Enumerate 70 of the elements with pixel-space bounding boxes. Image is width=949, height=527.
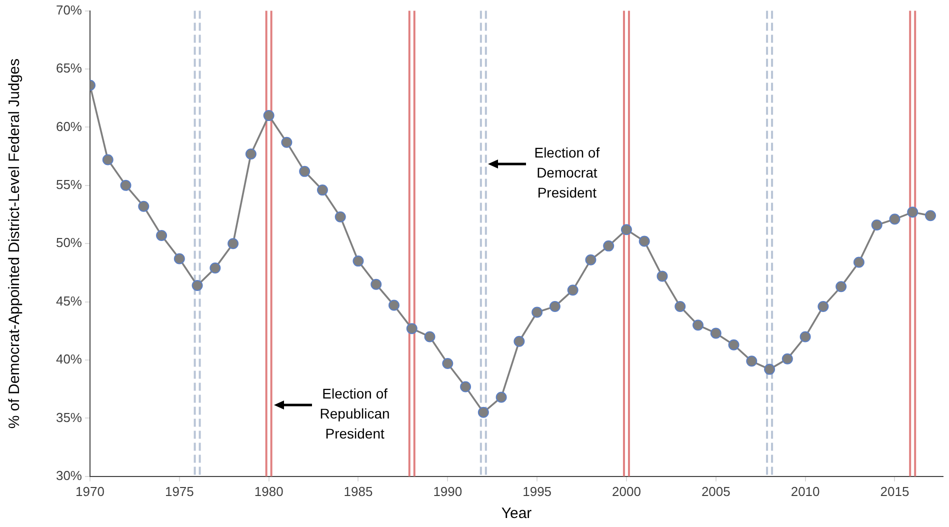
point [585,254,596,266]
point [316,184,328,196]
y-tick-label: 40% [56,352,82,367]
x-tick-label: 2010 [790,484,820,499]
x-tick-label: 1990 [433,484,462,499]
point [156,230,168,241]
point [102,154,114,166]
point [728,339,740,350]
point [334,211,346,222]
x-axis-title: Year [501,505,532,522]
annotation: Election of Republican President [320,385,390,442]
y-tick-label: 55% [56,176,82,192]
point [478,406,489,418]
y-tick-label: 65% [56,60,82,76]
point [210,262,221,274]
y-tick-label: 50% [56,235,82,250]
point [281,136,292,148]
y-tick-label: 35% [56,410,82,425]
x-tick-label: 1985 [344,484,373,499]
x-tick-label: 2015 [880,484,910,499]
x-tick-label: 2005 [701,484,730,499]
point [800,331,811,342]
x-tick-label: 1975 [164,484,194,499]
y-tick-label: 60% [56,118,82,134]
point [370,278,382,290]
point [514,336,525,347]
point [388,300,400,311]
point [406,323,418,334]
point [352,256,364,267]
x-tick-label: 1970 [76,484,104,499]
point [263,110,274,122]
point [424,331,436,342]
point [782,353,793,364]
point [603,240,614,252]
point [442,358,454,369]
point [871,219,882,230]
point [746,356,758,367]
y-tick-label: 70% [56,2,82,18]
x-tick-label: 1980 [254,484,284,499]
point [174,253,185,264]
point [836,281,847,292]
point [907,206,918,218]
point [638,236,650,247]
point [764,364,776,375]
point [192,280,203,292]
y-tick-label: 30% [56,468,82,483]
y-axis-title: % of Democrat-Appointed District-Level Federal Judges [6,58,24,429]
point [889,214,900,225]
point [228,238,239,250]
annotation: Election of Democrat President [534,144,600,200]
point [818,300,829,312]
point [138,200,150,212]
point [549,300,560,312]
point [710,328,722,339]
x-tick-label: 2000 [612,484,641,499]
point [120,180,132,191]
point [567,284,578,296]
point [460,381,472,392]
point [496,392,507,403]
point [853,256,864,268]
point [674,300,686,312]
point [245,148,256,160]
point [620,224,632,236]
point [924,210,936,222]
x-tick-label: 1995 [522,484,552,499]
y-tick-label: 45% [56,293,82,308]
point [692,320,704,331]
point [532,306,543,318]
point [299,166,310,177]
point [656,270,668,282]
